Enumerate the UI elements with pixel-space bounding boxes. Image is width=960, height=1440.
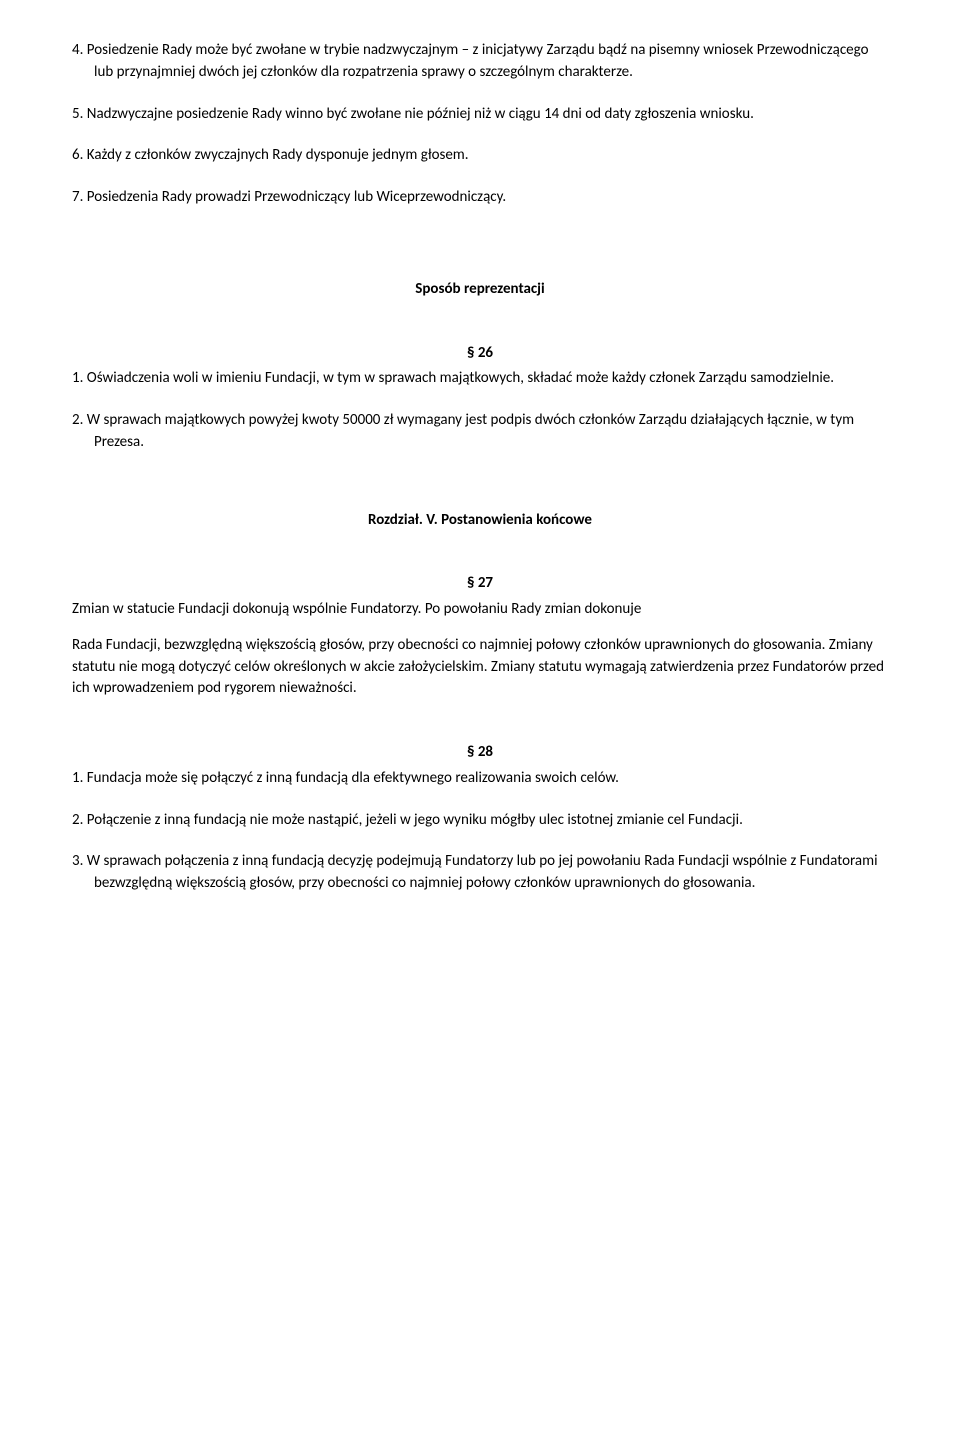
section-26-item-1: 1. Oświadczenia woli w imieniu Fundacji,…: [72, 368, 888, 390]
paragraph-5: 5. Nadzwyczajne posiedzenie Rady winno b…: [72, 104, 888, 126]
section-28: § 28: [72, 742, 888, 764]
heading-sposob-reprezentacji: Sposób reprezentacji: [72, 279, 888, 301]
section-27: § 27: [72, 573, 888, 595]
paragraph-4: 4. Posiedzenie Rady może być zwołane w t…: [72, 40, 888, 84]
section-27-intro: Zmian w statucie Fundacji dokonują wspól…: [72, 599, 888, 621]
section-28-item-3: 3. W sprawach połączenia z inną fundacją…: [72, 851, 888, 895]
section-26: § 26: [72, 343, 888, 365]
section-28-item-2: 2. Połączenie z inną fundacją nie może n…: [72, 810, 888, 832]
section-27-body: Rada Fundacji, bezwzględną większością g…: [72, 635, 888, 700]
paragraph-6: 6. Każdy z członków zwyczajnych Rady dys…: [72, 145, 888, 167]
section-26-item-2: 2. W sprawach majątkowych powyżej kwoty …: [72, 410, 888, 454]
heading-rozdzial-v: Rozdział. V. Postanowienia końcowe: [72, 510, 888, 532]
paragraph-7: 7. Posiedzenia Rady prowadzi Przewodnicz…: [72, 187, 888, 209]
section-28-item-1: 1. Fundacja może się połączyć z inną fun…: [72, 768, 888, 790]
